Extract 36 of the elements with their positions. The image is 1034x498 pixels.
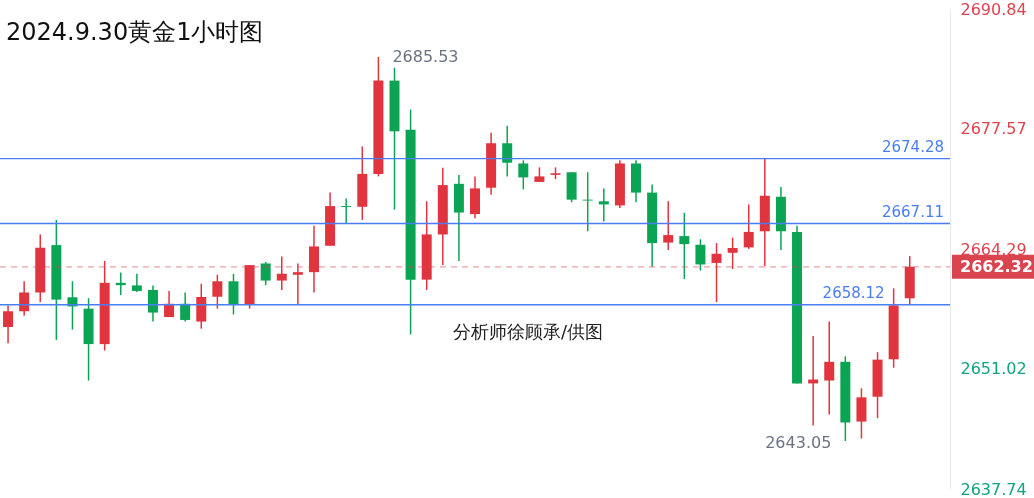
candlestick xyxy=(824,320,835,416)
ref-line-label: 2674.28 xyxy=(881,137,944,156)
chart-title: 2024.9.30黄金1小时图 xyxy=(6,18,264,46)
candlestick xyxy=(727,236,738,270)
y-tick-label: 2664.29 xyxy=(960,239,1027,259)
y-tick-label: 2637.74 xyxy=(960,479,1027,498)
candlestick xyxy=(228,273,239,316)
y-tick-label: 2651.02 xyxy=(960,359,1027,379)
y-tick-label: 2690.84 xyxy=(960,0,1027,19)
candlestick xyxy=(276,255,287,291)
candlestick xyxy=(292,262,303,306)
ref-line-label: 2662.32 xyxy=(960,256,1033,276)
candlestick xyxy=(212,274,223,310)
candlestick xyxy=(3,304,14,344)
candlestick xyxy=(598,187,609,223)
y-tick-label: 2677.57 xyxy=(960,119,1027,139)
candlestick xyxy=(502,125,513,178)
candlestick xyxy=(164,290,175,318)
candlestick xyxy=(180,291,191,323)
candlestick xyxy=(147,284,158,323)
candlestick xyxy=(518,159,529,191)
candlestick xyxy=(679,212,690,280)
ref-line-label: 2658.12 xyxy=(822,283,885,302)
ref-line-label: 2667.11 xyxy=(881,202,944,221)
candlestick xyxy=(582,171,593,233)
candlestick xyxy=(711,242,722,303)
candlestick xyxy=(695,238,706,272)
annotation: 2685.53 xyxy=(392,47,459,66)
candlestick xyxy=(260,261,271,286)
annotation: 2643.05 xyxy=(765,433,832,452)
candlestick xyxy=(663,200,674,251)
candlestick xyxy=(131,273,142,293)
candlestick xyxy=(19,280,30,317)
candlestick xyxy=(341,197,352,224)
annotation: 分析师徐顾承/供图 xyxy=(452,321,604,342)
candlestick xyxy=(743,203,754,250)
